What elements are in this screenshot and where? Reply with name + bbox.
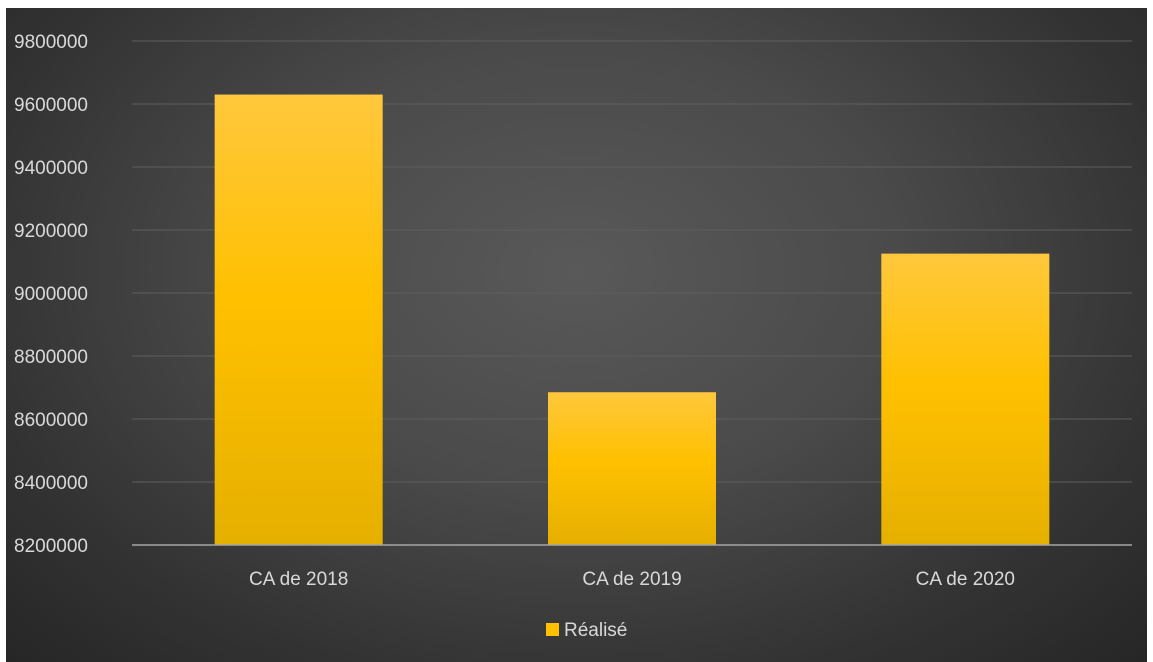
y-tick-label: 8200000 — [14, 536, 88, 557]
bar-ca-de-2019 — [548, 392, 716, 545]
x-category-label: CA de 2018 — [249, 569, 348, 590]
y-axis-ticks: 8200000 8400000 8600000 8800000 9000000 92000… — [14, 32, 88, 557]
x-axis-labels: CA de 2018 CA de 2019 CA de 2020 — [249, 569, 1015, 590]
y-tick-label: 9200000 — [14, 221, 88, 242]
legend-label-realise: Réalisé — [564, 620, 627, 641]
legend-swatch-realise — [546, 623, 559, 636]
x-category-label: CA de 2020 — [916, 569, 1015, 590]
legend: Réalisé — [546, 620, 627, 641]
y-tick-label: 9800000 — [14, 32, 88, 53]
y-tick-label: 9000000 — [14, 284, 88, 305]
y-tick-label: 8400000 — [14, 473, 88, 494]
y-tick-label: 9600000 — [14, 95, 88, 116]
bars — [214, 94, 1050, 546]
x-category-label: CA de 2019 — [582, 569, 681, 590]
y-tick-label: 8600000 — [14, 410, 88, 431]
bar-ca-de-2018 — [214, 94, 383, 546]
y-tick-label: 8800000 — [14, 347, 88, 368]
bar-ca-de-2020 — [881, 253, 1050, 545]
y-tick-label: 9400000 — [14, 158, 88, 179]
bar-chart: 8200000 8400000 8600000 8800000 9000000 92000… — [14, 32, 1132, 641]
chart-area: 8200000 8400000 8600000 8800000 9000000 92000… — [6, 8, 1147, 662]
